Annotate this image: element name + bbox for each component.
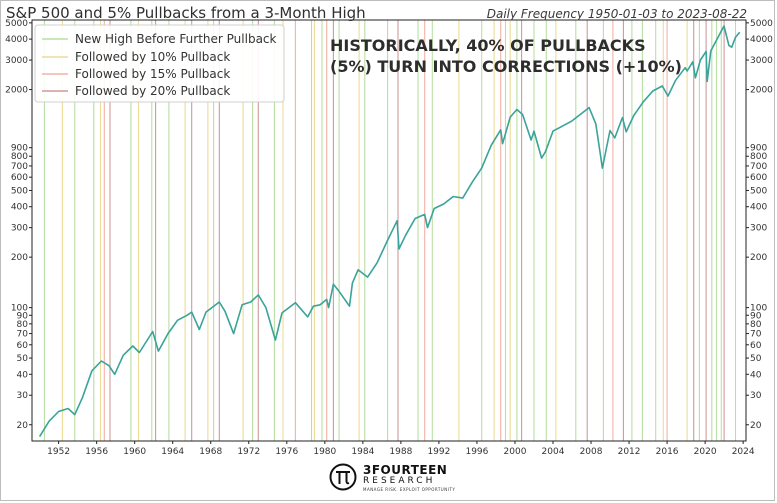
x-tick-label: 1960 (123, 447, 146, 457)
logo-name: 3FOURTEEN (363, 463, 448, 477)
y-tick-label-left: 4000 (5, 35, 28, 45)
legend-entry-new-high: New High Before Further Pullback (42, 32, 277, 46)
annotation-line-1: HISTORICALLY, 40% OF PULLBACKS (330, 36, 646, 55)
x-tick-label: 2000 (504, 447, 527, 457)
legend-label: Followed by 15% Pullback (75, 67, 230, 81)
y-tick-label-right: 200 (750, 253, 767, 263)
y-tick-label-right: 30 (750, 391, 762, 401)
x-tick-label: 1968 (199, 447, 222, 457)
y-tick-label-left: 50 (17, 354, 29, 364)
x-tick-label: 1952 (47, 447, 70, 457)
y-tick-label-left: 3000 (5, 56, 28, 66)
y-tick-label-right: 4000 (750, 35, 773, 45)
y-tick-label-right: 300 (750, 224, 767, 234)
x-tick-label: 1996 (465, 447, 488, 457)
x-tick-label: 1988 (389, 447, 412, 457)
y-tick-label-right: 400 (750, 203, 767, 213)
pi-circle-icon (329, 463, 357, 491)
y-tick-label-right: 700 (750, 162, 767, 172)
y-tick-label-left: 40 (17, 370, 29, 380)
y-tick-label-left: 90 (17, 311, 29, 321)
x-tick-label: 1976 (275, 447, 298, 457)
x-tick-label: 2016 (656, 447, 679, 457)
y-tick-label-right: 50 (750, 354, 762, 364)
y-tick-label-left: 70 (17, 330, 29, 340)
price-line (38, 25, 741, 438)
y-tick-label-left: 2000 (5, 86, 28, 96)
x-tick-label: 2020 (694, 447, 717, 457)
x-axis: 1952 1956 1960 1964 1968 1972 1976 1980 1984 1988… (47, 441, 755, 457)
legend-box (34, 24, 285, 103)
y-tick-label-left: 20 (17, 421, 29, 431)
y-tick-label-left: 800 (11, 152, 28, 162)
y-tick-label-left: 30 (17, 391, 29, 401)
x-tick-label: 1956 (85, 447, 108, 457)
annotation-line-2: (5%) TURN INTO CORRECTIONS (+10%) (330, 57, 682, 76)
y-tick-label-left: 80 (17, 320, 29, 330)
y-tick-label-right: 100 (750, 304, 767, 314)
legend-entry-20-pullback: Followed by 20% Pullback (42, 84, 230, 98)
y-tick-label-right: 800 (750, 152, 767, 162)
y-tick-label-left: 5000 (5, 19, 28, 29)
legend-entry-15-pullback: Followed by 15% Pullback (42, 67, 230, 81)
legend-label: Followed by 10% Pullback (75, 50, 230, 64)
y-tick-label-right: 500 (750, 186, 767, 196)
legend: New High Before Further Pullback Followe… (34, 24, 285, 103)
y-tick-label-right: 2000 (750, 86, 773, 96)
y-tick-label-left: 400 (11, 203, 28, 213)
x-tick-label: 2004 (542, 447, 565, 457)
y-tick-label-left: 600 (11, 173, 28, 183)
chart-title: S&P 500 and 5% Pullbacks from a 3-Month … (6, 4, 366, 22)
y-tick-label-left: 60 (17, 341, 29, 351)
y-tick-label-right: 60 (750, 341, 762, 351)
chart-subtitle: Daily Frequency 1950-01-03 to 2023-08-22 (486, 7, 747, 21)
x-tick-label: 1984 (351, 447, 374, 457)
brand-logo: 3FOURTEEN RESEARCH MANAGE RISK. EXPLOIT … (329, 461, 469, 495)
y-tick-label-right: 5000 (750, 19, 773, 29)
x-tick-label: 2024 (732, 447, 755, 457)
x-tick-label: 2008 (580, 447, 603, 457)
y-tick-label-right: 600 (750, 173, 767, 183)
logo-subname: RESEARCH (363, 476, 436, 486)
y-tick-label-left: 200 (11, 253, 28, 263)
y-tick-label-right: 70 (750, 330, 762, 340)
y-tick-label-left: 500 (11, 186, 28, 196)
legend-entry-10-pullback: Followed by 10% Pullback (42, 50, 230, 64)
y-tick-label-right: 900 (750, 144, 767, 154)
x-tick-label: 1972 (237, 447, 260, 457)
y-tick-label-right: 20 (750, 421, 762, 431)
legend-label: New High Before Further Pullback (75, 32, 277, 46)
logo-tagline: MANAGE RISK. EXPLOIT OPPORTUNITY (363, 487, 456, 492)
plot-area (31, 19, 747, 442)
y-tick-label-left: 100 (11, 304, 28, 314)
y-tick-label-left: 300 (11, 224, 28, 234)
x-tick-label: 1992 (427, 447, 450, 457)
x-tick-label: 2012 (618, 447, 641, 457)
y-tick-label-right: 3000 (750, 56, 773, 66)
y-tick-label-left: 900 (11, 144, 28, 154)
y-tick-label-right: 80 (750, 320, 762, 330)
x-tick-label: 1964 (161, 447, 184, 457)
y-tick-label-right: 90 (750, 311, 762, 321)
legend-label: Followed by 20% Pullback (75, 84, 230, 98)
y-tick-label-right: 40 (750, 370, 762, 380)
y-tick-label-left: 700 (11, 162, 28, 172)
x-tick-label: 1980 (313, 447, 336, 457)
